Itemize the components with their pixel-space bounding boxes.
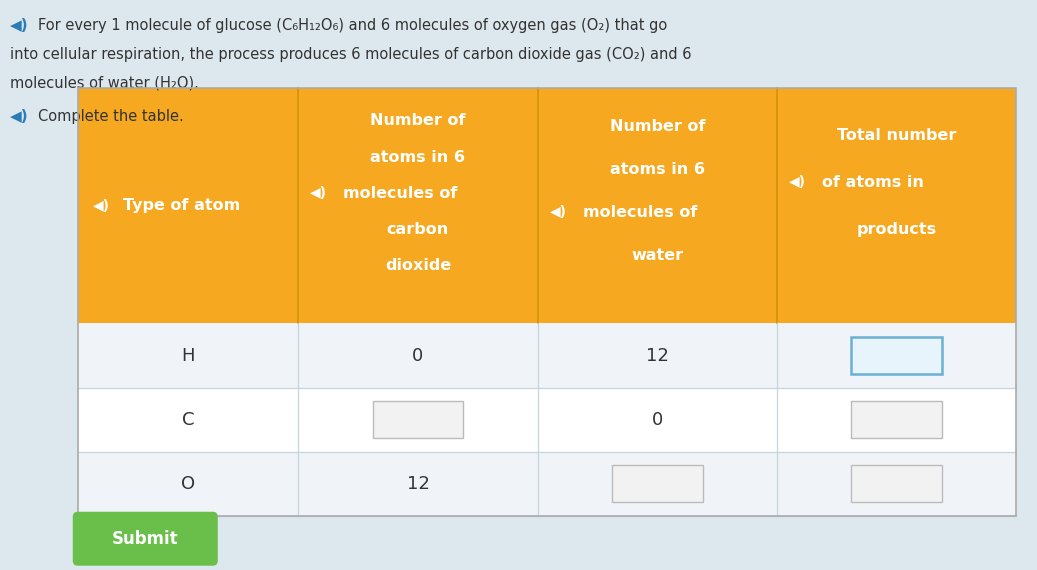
Bar [851, 401, 942, 438]
Text: water: water [632, 247, 683, 263]
Text: atoms in 6: atoms in 6 [370, 149, 466, 165]
Text: C: C [181, 410, 194, 429]
Text: 12: 12 [646, 347, 669, 365]
Text: into cellular respiration, the process produces 6 molecules of carbon dioxide ga: into cellular respiration, the process p… [10, 47, 692, 62]
Text: of atoms in: of atoms in [822, 175, 924, 190]
Bar [78, 88, 1016, 516]
Bar [78, 451, 1016, 516]
Text: ◀): ◀) [550, 205, 566, 219]
Bar [78, 388, 1016, 451]
Text: 0: 0 [413, 347, 423, 365]
Text: Total number: Total number [837, 128, 956, 143]
Text: ◀): ◀) [10, 18, 29, 33]
Bar [372, 401, 464, 438]
Text: Number of: Number of [370, 113, 466, 128]
Text: 0: 0 [651, 410, 663, 429]
Text: ◀): ◀) [310, 186, 328, 200]
Text: 12: 12 [407, 475, 429, 493]
Text: ◀): ◀) [10, 109, 29, 124]
Text: Complete the table.: Complete the table. [38, 109, 184, 124]
Bar [78, 88, 1016, 324]
Text: products: products [857, 222, 936, 237]
Bar [612, 465, 703, 502]
Text: atoms in 6: atoms in 6 [610, 162, 705, 177]
Text: molecules of: molecules of [343, 186, 457, 201]
Bar [78, 324, 1016, 388]
Text: H: H [181, 347, 195, 365]
Bar [851, 337, 942, 374]
Text: carbon: carbon [387, 222, 449, 237]
Text: molecules of water (H₂O).: molecules of water (H₂O). [10, 75, 199, 90]
Text: ◀): ◀) [92, 199, 110, 213]
Bar [851, 465, 942, 502]
Text: molecules of: molecules of [583, 205, 697, 220]
Text: For every 1 molecule of glucose (C₆H₁₂O₆) and 6 molecules of oxygen gas (O₂) tha: For every 1 molecule of glucose (C₆H₁₂O₆… [38, 18, 667, 33]
Text: ◀): ◀) [789, 176, 806, 189]
Text: Number of: Number of [610, 119, 705, 135]
FancyBboxPatch shape [73, 512, 218, 566]
Text: dioxide: dioxide [385, 258, 451, 273]
Text: O: O [181, 475, 195, 493]
Text: Type of atom: Type of atom [122, 198, 240, 213]
Text: Submit: Submit [112, 530, 178, 548]
